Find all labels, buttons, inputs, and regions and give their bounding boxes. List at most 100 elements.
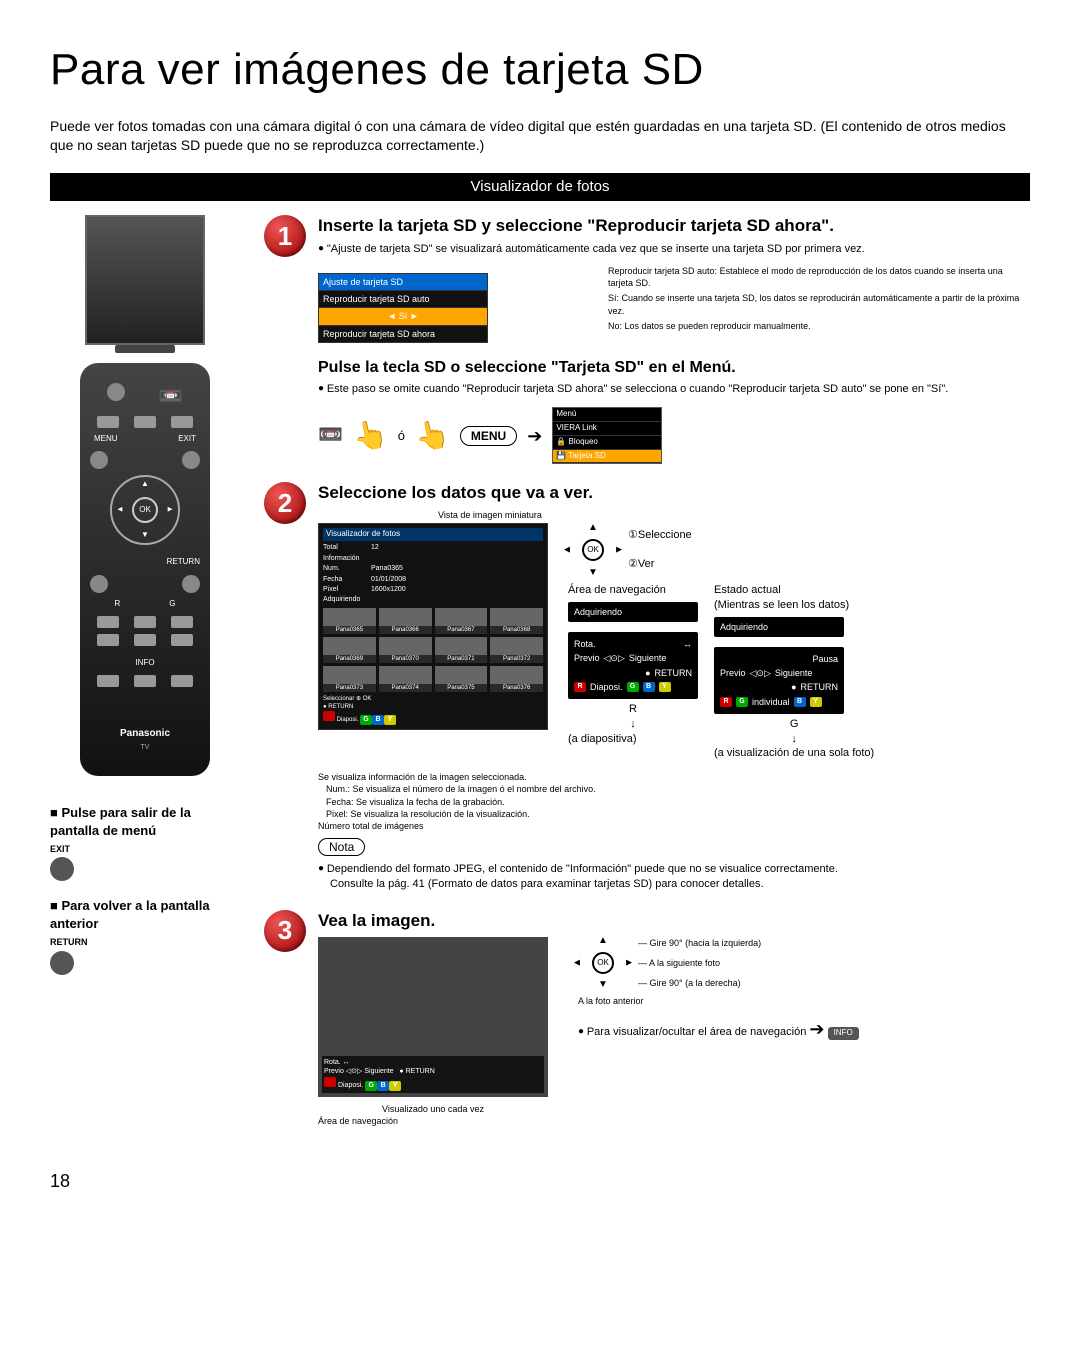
nav-previo-1: Previo <box>574 652 600 664</box>
ok-view: OK <box>592 952 614 974</box>
panel-pix-k: Pixel <box>323 585 367 594</box>
ov-ret: RETURN <box>406 1068 435 1075</box>
remote-info-label: INFO <box>135 658 154 667</box>
sd-menu-row1: Reproducir tarjeta SD auto <box>319 290 487 307</box>
exit-instruction: Pulse para salir de la pantalla de menú <box>50 804 240 839</box>
nota-pill: Nota <box>318 838 365 856</box>
desc-l2b: Cuando se inserte una tarjeta SD, los da… <box>608 293 1019 315</box>
menu-button-pill: MENU <box>460 426 517 446</box>
info-line-1: Se visualiza información de la imagen se… <box>318 771 1030 783</box>
panel-info-k: Información <box>323 554 367 563</box>
remote-menu-label: MENU <box>94 434 118 445</box>
nav-adq-1: Adquiriendo <box>574 606 692 618</box>
nav-ret-1: RETURN <box>655 667 693 679</box>
panel-title: Visualizador de fotos <box>323 528 543 541</box>
sel-step2: ②Ver <box>628 557 692 572</box>
panel-date-k: Fecha <box>323 575 367 584</box>
g2: A la siguiente foto <box>649 958 720 968</box>
sd-menu-row3: Reproducir tarjeta SD ahora <box>319 325 487 342</box>
sd-settings-menu: Ajuste de tarjeta SD Reproducir tarjeta … <box>318 273 488 343</box>
panel-num-k: Num. <box>323 564 367 573</box>
thumbnail-panel: Visualizador de fotos Total12 Informació… <box>318 523 548 730</box>
info-total: Número total de imágenes <box>318 820 1030 832</box>
sd-menu-header: Ajuste de tarjeta SD <box>319 274 487 290</box>
panel-okx: OK <box>363 696 372 702</box>
nav-g-note: (a visualización de una sola foto) <box>714 746 874 761</box>
info-num: Num.: Se visualiza el número de la image… <box>326 783 1030 795</box>
area-nav-label: Área de navegación <box>318 1115 548 1127</box>
thumbnail: Pana0373 <box>323 666 376 692</box>
exit-button-icon <box>50 857 74 881</box>
nav-indiv: individual <box>752 696 790 708</box>
intro-text: Puede ver fotos tomadas con una cámara d… <box>50 117 1030 155</box>
step-number-3: 3 <box>264 910 306 952</box>
g4: A la foto anterior <box>578 995 859 1007</box>
remote-ok-btn: OK <box>132 497 158 523</box>
arrow-icon: ➔ <box>527 424 542 448</box>
sd-logo-icon: 📼 <box>318 422 343 449</box>
thumbnail: Pana0375 <box>435 666 488 692</box>
step1-sub-title: Pulse la tecla SD o seleccione "Tarjeta … <box>318 357 1030 379</box>
panel-sel: Seleccionar <box>323 696 354 702</box>
remote-g-label: G <box>169 599 175 610</box>
thumbnail: Pana0369 <box>323 637 376 663</box>
nav-box-acquiring-2: Adquiriendo <box>714 617 844 637</box>
nav-area-label: Área de navegación <box>568 583 698 598</box>
thumb-view-label: Vista de imagen miniatura <box>438 510 542 520</box>
vis-label: Visualizado uno cada vez <box>318 1103 548 1115</box>
panel-ret: RETURN <box>328 704 353 710</box>
step1-sub-bullet: Este paso se omite cuando "Reproducir ta… <box>318 382 1030 397</box>
ok-select: OK <box>582 539 604 561</box>
info-button: INFO <box>828 1027 859 1040</box>
hand-press-icon-1: 👆 <box>350 414 391 457</box>
g3: Gire 90° (a la derecha) <box>650 978 741 988</box>
nav-sig-2: Siguiente <box>775 667 813 679</box>
remote-exit-label: EXIT <box>178 434 196 445</box>
desc-l1a: Reproducir tarjeta SD auto: <box>608 266 717 276</box>
panel-adq: Adquiriendo <box>323 595 543 604</box>
return-btn-label: RETURN <box>50 936 240 948</box>
panel-num-v: Pana0365 <box>371 564 403 573</box>
desc-l3b: Los datos se pueden reproducir manualmen… <box>625 321 811 331</box>
estado-label: Estado actual <box>714 584 781 596</box>
desc-l3a: No: <box>608 321 622 331</box>
exit-btn-label: EXIT <box>50 843 240 855</box>
nav-box-individual: Pausa Previo ◁⊙▷ Siguiente ● RETURN RG i… <box>714 647 844 714</box>
nav-sig-1: Siguiente <box>629 652 667 664</box>
panel-pix-v: 1600x1200 <box>371 585 406 594</box>
info-pixel: Pixel: Se visualiza la resolución de la … <box>326 808 1030 820</box>
nav-pausa: Pausa <box>812 653 838 665</box>
remote-tv-label: TV <box>90 743 200 752</box>
remote-return-label: RETURN <box>167 557 200 566</box>
panel-date-v: 01/01/2008 <box>371 575 406 584</box>
tv-menu-r1: Menú <box>553 408 661 422</box>
g1: Gire 90° (hacia la izquierda) <box>650 938 762 948</box>
panel-total-k: Total <box>323 543 367 552</box>
hand-press-icon-2: 👆 <box>412 414 453 457</box>
dpad-view: ▲▼◄► OK <box>578 938 628 988</box>
ov-rota: Rota. <box>324 1059 341 1066</box>
thumbnail: Pana0374 <box>379 666 432 692</box>
tv-menu-popup: Menú VIERA Link Bloqueo Tarjeta SD <box>552 407 662 464</box>
nav-box-acquiring-1: Adquiriendo <box>568 602 698 622</box>
page-title: Para ver imágenes de tarjeta SD <box>50 40 1030 99</box>
estado-sub: (Mientras se leen los datos) <box>714 598 874 613</box>
step-number-2: 2 <box>264 482 306 524</box>
nav-box-slideshow: Rota.↔ Previo ◁⊙▷ Siguiente ● RETURN R D… <box>568 632 698 699</box>
desc-l2a: Sí: <box>608 293 619 303</box>
step-number-1: 1 <box>264 215 306 257</box>
thumbnail: Pana0366 <box>379 608 432 634</box>
section-banner: Visualizador de fotos <box>50 173 1030 201</box>
return-button-icon <box>50 951 74 975</box>
nav-r-note: (a diapositiva) <box>568 732 698 747</box>
ov-sig: Siguiente <box>364 1068 393 1075</box>
nav-ret-2: RETURN <box>801 681 839 693</box>
nav-diap: Diaposi. <box>590 681 623 693</box>
tv-menu-r4: Tarjeta SD <box>553 450 661 464</box>
thumbnail: Pana0370 <box>379 637 432 663</box>
panel-diap: Diaposi. <box>337 717 359 723</box>
ov-previo: Previo <box>324 1068 344 1075</box>
step2-title: Seleccione los datos que va a ver. <box>318 482 1030 505</box>
step1-bullet: "Ajuste de tarjeta SD" se visualizará au… <box>318 242 1030 257</box>
remote-illustration: 📼 MENU EXIT ▲▼ ◄► OK RETURN R G INFO Pan… <box>80 363 210 776</box>
